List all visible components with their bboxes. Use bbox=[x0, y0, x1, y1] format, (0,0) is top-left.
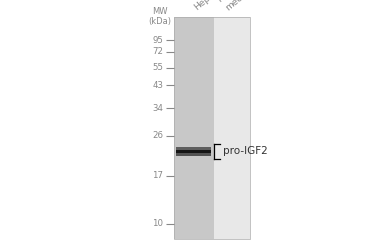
Text: 95: 95 bbox=[152, 36, 163, 45]
Text: 17: 17 bbox=[152, 171, 163, 180]
Text: HepG2: HepG2 bbox=[192, 0, 222, 12]
Bar bbox=[214, 17, 250, 239]
Text: 10: 10 bbox=[152, 219, 163, 228]
Bar bbox=[176, 147, 211, 150]
Text: 55: 55 bbox=[152, 63, 163, 72]
Bar bbox=[174, 17, 214, 239]
Text: 43: 43 bbox=[152, 81, 163, 90]
Text: 72: 72 bbox=[152, 47, 163, 56]
Bar bbox=[176, 153, 211, 156]
Text: MW
(kDa): MW (kDa) bbox=[148, 7, 171, 26]
Text: pro-IGF2: pro-IGF2 bbox=[223, 146, 268, 156]
Bar bbox=[176, 150, 211, 153]
Text: 26: 26 bbox=[152, 131, 163, 140]
Bar bbox=[174, 17, 250, 239]
Text: 34: 34 bbox=[152, 104, 163, 113]
Text: HepG2 conditioned
medium: HepG2 conditioned medium bbox=[217, 0, 296, 12]
